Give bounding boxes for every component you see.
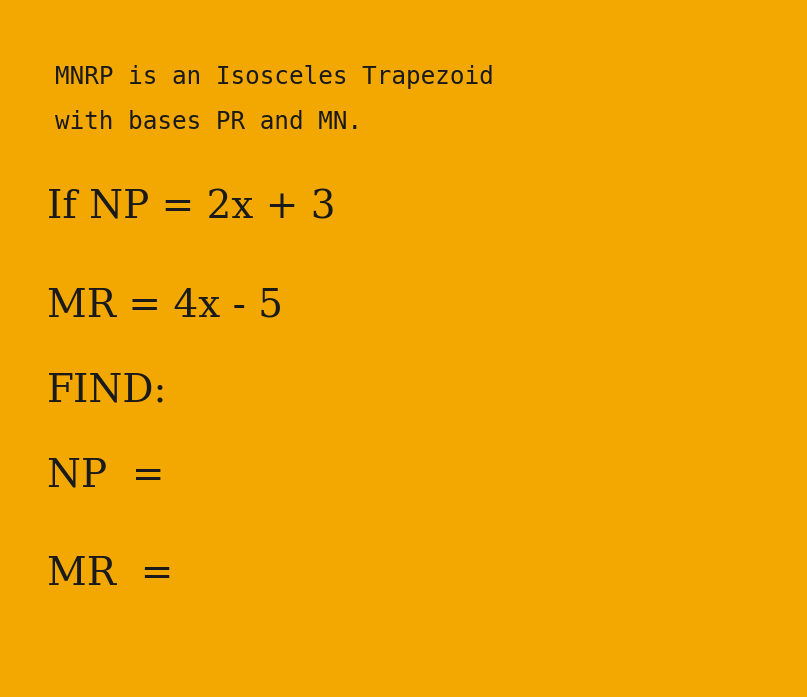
Text: MR  =: MR = [47, 556, 174, 593]
Text: MNRP is an Isosceles Trapezoid: MNRP is an Isosceles Trapezoid [55, 65, 494, 89]
Text: MR = 4x - 5: MR = 4x - 5 [47, 287, 283, 324]
Text: with bases PR and MN.: with bases PR and MN. [55, 110, 362, 135]
Text: NP  =: NP = [47, 458, 165, 495]
Text: FIND:: FIND: [47, 373, 168, 410]
Text: If NP = 2x + 3: If NP = 2x + 3 [47, 189, 336, 226]
